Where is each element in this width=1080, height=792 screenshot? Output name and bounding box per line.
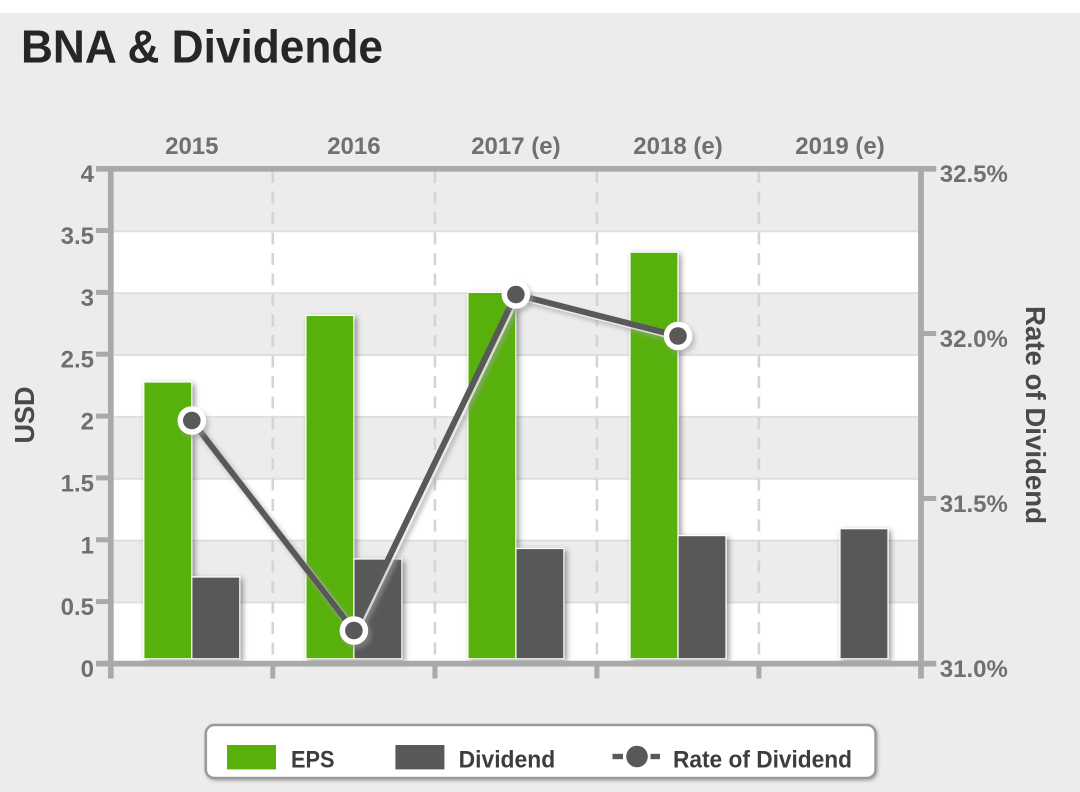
svg-text:3: 3 (81, 285, 94, 312)
svg-text:0: 0 (81, 656, 94, 683)
svg-text:2016: 2016 (327, 133, 380, 160)
svg-text:Rate of Dividend: Rate of Dividend (1020, 306, 1051, 524)
svg-text:32.0%: 32.0% (940, 326, 1008, 353)
svg-text:32.5%: 32.5% (940, 161, 1008, 188)
svg-text:BNA & Dividende: BNA & Dividende (21, 21, 383, 73)
svg-text:2.5: 2.5 (61, 347, 94, 374)
svg-text:Rate of Dividend: Rate of Dividend (673, 747, 852, 774)
svg-text:3.5: 3.5 (61, 223, 94, 250)
svg-text:31.5%: 31.5% (940, 491, 1008, 518)
svg-text:2017 (e): 2017 (e) (471, 133, 560, 160)
svg-text:Dividend: Dividend (459, 747, 556, 774)
svg-text:2018 (e): 2018 (e) (633, 133, 722, 160)
svg-text:2: 2 (81, 409, 94, 436)
svg-text:EPS: EPS (291, 747, 335, 774)
svg-text:0.5: 0.5 (61, 594, 94, 621)
svg-text:2019 (e): 2019 (e) (795, 133, 884, 160)
svg-text:USD: USD (9, 387, 40, 444)
svg-text:1.5: 1.5 (61, 470, 94, 497)
svg-text:2015: 2015 (165, 133, 218, 160)
svg-text:31.0%: 31.0% (940, 656, 1008, 683)
svg-text:1: 1 (81, 532, 94, 559)
svg-text:4: 4 (81, 161, 95, 188)
